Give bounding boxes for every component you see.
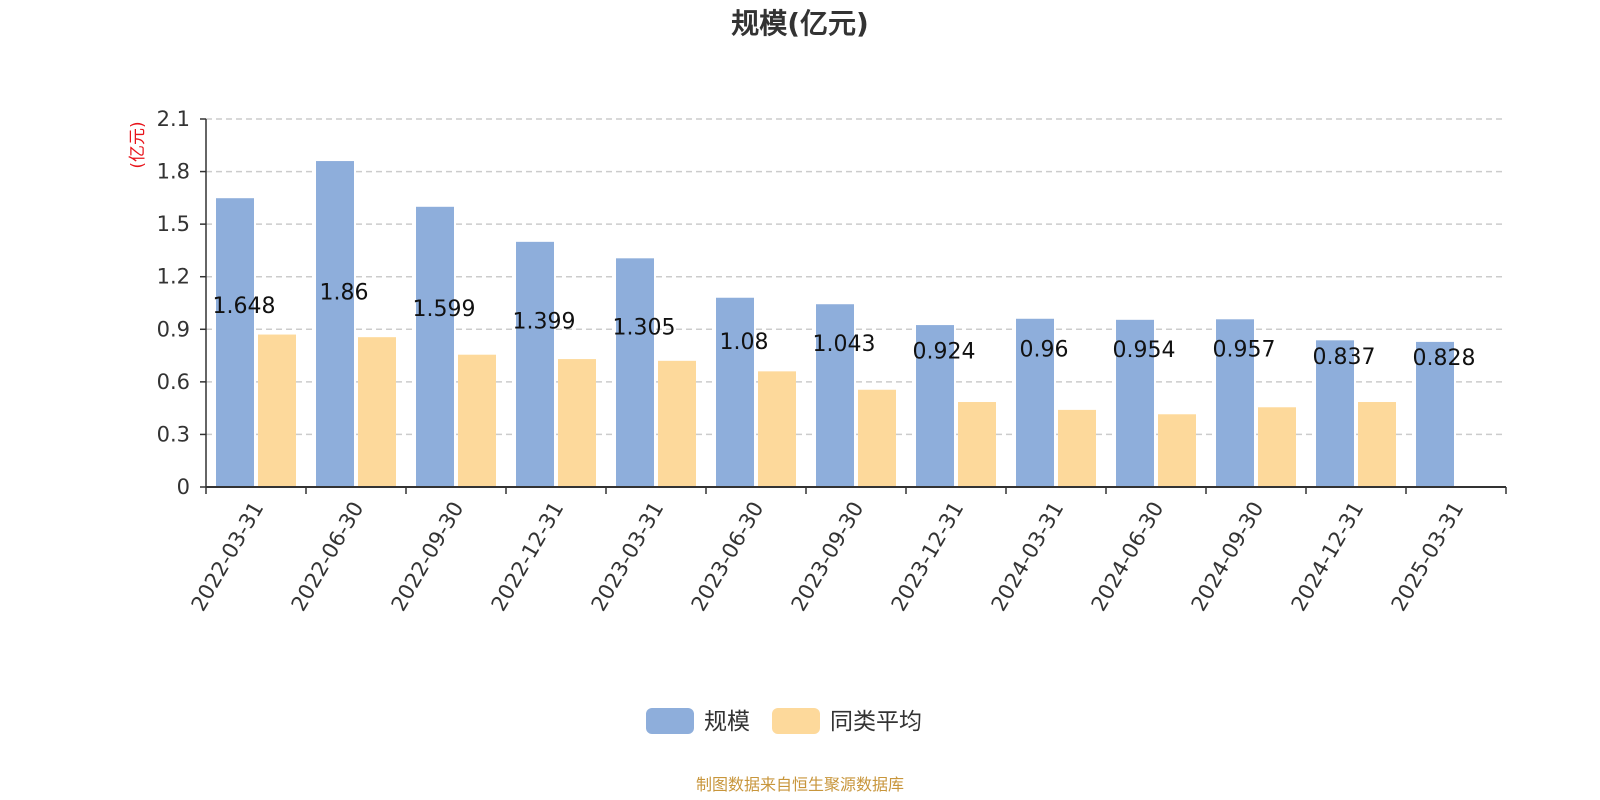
bar-peer-average bbox=[258, 334, 296, 487]
bar-peer-average bbox=[658, 360, 696, 487]
x-tick-label: 2024-12-31 bbox=[1287, 498, 1369, 616]
bar-scale bbox=[1216, 319, 1254, 487]
x-tick-label: 2023-03-31 bbox=[587, 498, 669, 616]
x-tick-label: 2022-06-30 bbox=[287, 498, 369, 616]
y-axis-unit-label: (亿元) bbox=[128, 121, 148, 168]
bar-scale bbox=[516, 241, 554, 487]
legend-swatch bbox=[772, 708, 820, 734]
data-label: 1.86 bbox=[320, 281, 369, 306]
data-label: 1.599 bbox=[413, 297, 476, 322]
y-tick-label: 2.1 bbox=[157, 107, 190, 131]
bar-scale bbox=[1316, 340, 1354, 487]
data-label: 0.837 bbox=[1313, 345, 1376, 370]
bar-scale bbox=[1416, 341, 1454, 487]
legend-label: 规模 bbox=[704, 709, 750, 735]
bar-scale bbox=[916, 325, 954, 487]
bar-scale bbox=[1116, 319, 1154, 487]
bar-scale bbox=[716, 297, 754, 487]
data-label: 0.96 bbox=[1020, 337, 1069, 362]
data-label: 1.399 bbox=[513, 310, 576, 335]
grid-lines bbox=[206, 118, 1506, 436]
data-label: 0.954 bbox=[1113, 338, 1176, 363]
bar-peer-average bbox=[458, 354, 496, 487]
x-tick-label: 2022-12-31 bbox=[487, 498, 569, 616]
legend-label: 同类平均 bbox=[830, 709, 922, 735]
data-label: 1.043 bbox=[813, 332, 876, 357]
x-tick-label: 2025-03-31 bbox=[1387, 498, 1469, 616]
bar-peer-average bbox=[358, 337, 396, 487]
bars bbox=[216, 161, 1454, 488]
y-tick-label: 1.8 bbox=[157, 160, 190, 184]
bar-peer-average bbox=[858, 389, 896, 487]
x-tick-label: 2023-12-31 bbox=[887, 498, 969, 616]
data-label: 0.828 bbox=[1413, 346, 1476, 371]
x-tick-label: 2022-09-30 bbox=[387, 498, 469, 616]
bar-scale bbox=[216, 198, 254, 487]
x-tick-label: 2024-03-31 bbox=[987, 498, 1069, 616]
y-tick-label: 1.2 bbox=[157, 265, 190, 289]
y-tick-label: 0 bbox=[177, 475, 190, 499]
bar-scale bbox=[316, 161, 354, 488]
y-tick-label: 0.9 bbox=[157, 317, 190, 341]
bar-peer-average bbox=[1358, 402, 1396, 487]
x-tick-label: 2024-06-30 bbox=[1087, 498, 1169, 616]
bar-scale bbox=[616, 258, 654, 487]
bar-peer-average bbox=[1158, 414, 1196, 487]
x-tick-label: 2023-09-30 bbox=[787, 498, 869, 616]
legend-swatch bbox=[646, 708, 694, 734]
y-tick-label: 1.5 bbox=[157, 212, 190, 236]
bar-peer-average bbox=[758, 371, 796, 487]
data-label: 1.305 bbox=[613, 316, 676, 341]
data-label: 0.957 bbox=[1213, 338, 1276, 363]
bar-peer-average bbox=[558, 359, 596, 487]
x-tick-label: 2023-06-30 bbox=[687, 498, 769, 616]
legend: 规模 同类平均 bbox=[646, 708, 922, 735]
x-tick-label: 2024-09-30 bbox=[1187, 498, 1269, 616]
y-tick-label: 0.3 bbox=[157, 422, 190, 446]
bar-scale bbox=[1016, 318, 1054, 487]
bar-scale bbox=[416, 206, 454, 487]
bar-peer-average bbox=[1258, 407, 1296, 487]
x-tick-label: 2022-03-31 bbox=[187, 498, 269, 616]
data-label: 1.08 bbox=[720, 330, 769, 355]
data-labels: 1.648 1.86 1.599 1.399 1.305 1.08 1.043 0.924 0.… bbox=[213, 281, 1476, 371]
y-tick-label: 0.6 bbox=[157, 370, 190, 394]
bar-peer-average bbox=[958, 402, 996, 487]
bar-scale bbox=[816, 304, 854, 487]
data-label: 1.648 bbox=[213, 294, 276, 319]
data-source-note: 制图数据来自恒生聚源数据库 bbox=[696, 775, 904, 794]
bar-peer-average bbox=[1058, 409, 1096, 487]
data-label: 0.924 bbox=[913, 340, 976, 365]
chart-title: 规模(亿元) bbox=[731, 7, 869, 40]
